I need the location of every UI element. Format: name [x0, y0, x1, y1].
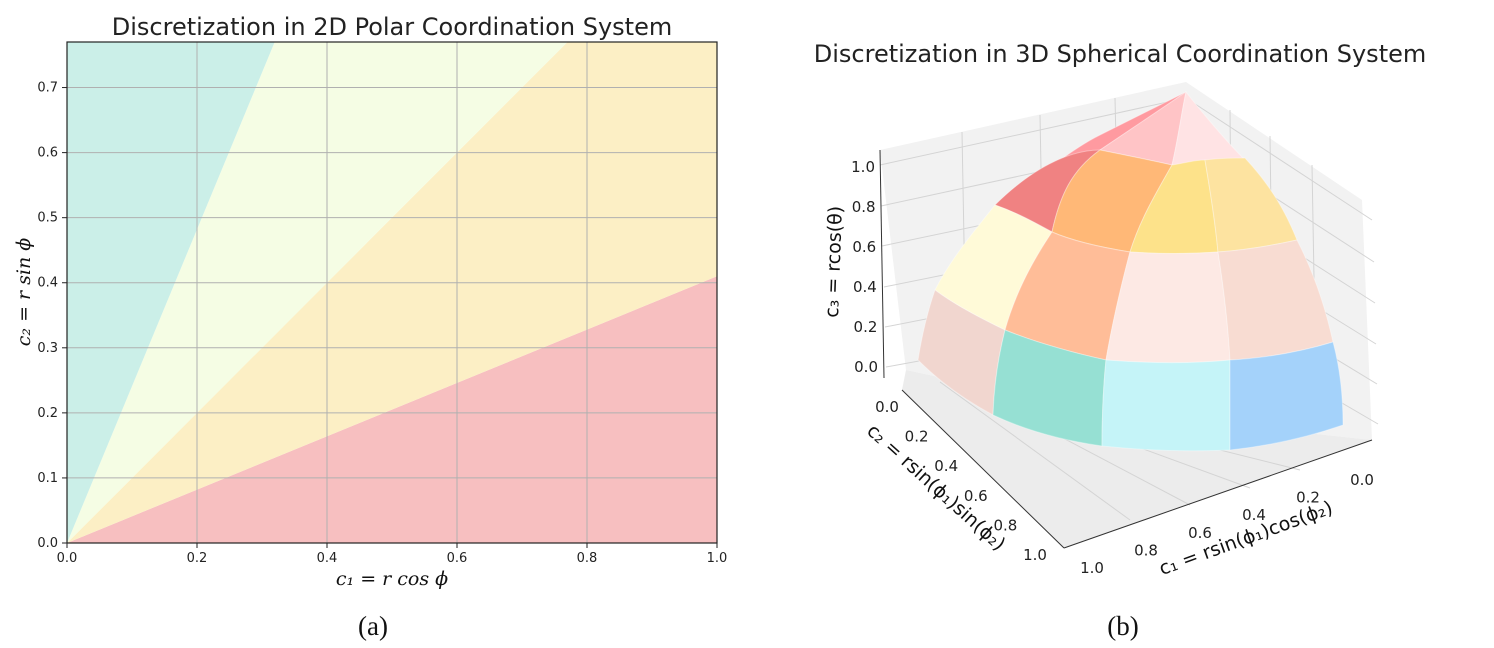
polar-2d-chart: Discretization in 2D Polar Coordination …	[13, 13, 727, 590]
z-tick-label: 0.4	[853, 278, 877, 296]
caption-a: (a)	[358, 611, 388, 641]
z-ticks-3d: 0.0 0.2 0.4 0.6 0.8 1.0	[851, 158, 878, 376]
z-tick-label: 0.8	[852, 198, 876, 216]
x-tick-label: 0.0	[57, 551, 78, 566]
z-tick-label: 0.2	[854, 318, 878, 336]
x-tick-label-3d: 0.6	[1188, 524, 1212, 542]
patch-row4-right	[1229, 341, 1344, 451]
plot-frame-2d	[66, 41, 718, 544]
z-axis-label-3d: c₃ = rcos(θ)	[821, 205, 847, 318]
z-axis-line	[879, 149, 885, 379]
x-tick-label: 0.4	[317, 551, 338, 566]
y-tick-label-3d: 0.6	[964, 487, 988, 505]
x-tick-label-3d: 1.0	[1080, 559, 1104, 577]
y-tick-label-3d: 0.0	[875, 398, 899, 416]
y-tick-label: 0.6	[37, 146, 58, 161]
region-layer	[67, 42, 717, 543]
x-tick-label: 1.0	[707, 551, 728, 566]
y-axis-line	[901, 389, 1065, 549]
region-3	[67, 42, 275, 543]
x-tick-label: 0.6	[447, 551, 468, 566]
y-tick-label-3d: 0.2	[905, 428, 929, 446]
y-tick-label: 0.0	[37, 536, 58, 551]
caption-b: (b)	[1107, 611, 1138, 641]
patch-row4-midright	[1101, 359, 1231, 452]
x-axis-label-2d: c₁ = r cos ϕ	[336, 568, 448, 590]
y-tick-label-3d: 0.8	[993, 516, 1017, 534]
y-tick-label: 0.2	[37, 406, 58, 421]
x-tick-label-3d: 0.8	[1134, 541, 1158, 559]
z-tick-label: 0.0	[854, 358, 878, 376]
x-ticks-2d: 0.0 0.2 0.4 0.6 0.8 1.0	[57, 543, 728, 566]
z-tick-label: 1.0	[851, 158, 875, 176]
region-1	[67, 42, 717, 543]
region-2	[67, 42, 568, 543]
x-tick-label: 0.2	[187, 551, 208, 566]
x-tick-label: 0.8	[577, 551, 598, 566]
spherical-3d-chart: Discretization in 3D Spherical Coordinat…	[814, 40, 1427, 580]
sphere-surface	[917, 90, 1344, 452]
y-tick-label: 0.1	[37, 471, 58, 486]
x-tick-label-3d: 0.2	[1296, 489, 1320, 507]
x-tick-label-3d: 0.0	[1350, 471, 1374, 489]
chart-3d-title: Discretization in 3D Spherical Coordinat…	[814, 40, 1427, 68]
y-ticks-2d: 0.0 0.1 0.2 0.3 0.4 0.5 0.6 0.7	[37, 81, 67, 551]
axes-3d	[879, 149, 1373, 549]
patch-row3-right	[1217, 239, 1334, 361]
y-tick-label: 0.5	[37, 211, 58, 226]
y-tick-label: 0.3	[37, 341, 58, 356]
x-ticks-3d: 0.0 0.2 0.4 0.6 0.8 1.0	[1080, 471, 1374, 577]
y-tick-label: 0.7	[37, 81, 58, 96]
y-tick-label-3d: 0.4	[934, 457, 958, 475]
y-tick-label: 0.4	[37, 276, 58, 291]
patch-row2-right	[1204, 157, 1298, 253]
x-tick-label-3d: 0.4	[1242, 506, 1266, 524]
y-tick-label-3d: 1.0	[1023, 546, 1047, 564]
y-ticks-3d: 0.0 0.2 0.4 0.6 0.8 1.0	[875, 398, 1047, 564]
grid-layer	[67, 42, 717, 543]
x-axis-line	[1063, 439, 1373, 549]
chart-2d-title: Discretization in 2D Polar Coordination …	[112, 13, 672, 41]
z-tick-label: 0.6	[852, 238, 876, 256]
y-axis-label-2d: c₂ = r sin ϕ	[13, 238, 35, 346]
